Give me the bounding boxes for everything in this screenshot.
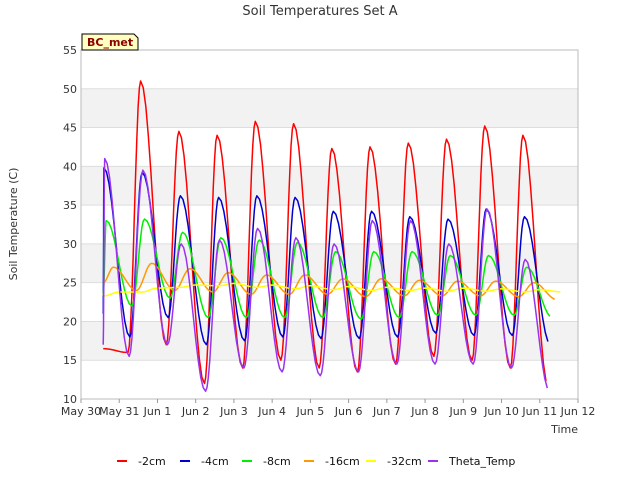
x-tick-label: Jun 5 — [296, 405, 325, 418]
y-tick-label: 35 — [63, 199, 77, 212]
y-tick-label: 10 — [63, 393, 77, 406]
x-tick-label: Jun 8 — [410, 405, 439, 418]
y-tick-label: 25 — [63, 277, 77, 290]
plot-background — [81, 50, 578, 399]
x-tick-label: Jun 7 — [372, 405, 401, 418]
plot-band — [81, 88, 578, 128]
x-tick-label: Jun 11 — [521, 405, 557, 418]
series-group — [102, 80, 561, 392]
x-tick-label: May 31 — [99, 405, 139, 418]
y-tick-label: 55 — [63, 44, 77, 57]
chart-title: Soil Temperatures Set A — [242, 4, 397, 19]
x-tick-label: Jun 3 — [219, 405, 248, 418]
legend-label: -4cm — [201, 455, 229, 468]
y-tick-label: 50 — [63, 83, 77, 96]
legend-label: -32cm — [387, 455, 422, 468]
series-line-theta-temp — [102, 157, 549, 392]
x-tick-label: Jun 12 — [560, 405, 596, 418]
legend-label: Theta_Temp — [448, 455, 515, 468]
x-axis-title: Time — [550, 423, 578, 436]
series-line--2cm — [103, 80, 547, 385]
y-tick-label: 15 — [63, 354, 77, 367]
y-axis-title: Soil Temperature (C) — [7, 168, 20, 281]
y-tick-label: 40 — [63, 160, 77, 173]
plot-frame — [80, 49, 579, 400]
legend-label: -8cm — [263, 455, 291, 468]
y-tick-label: 45 — [63, 122, 77, 135]
x-tick-label: Jun 1 — [143, 405, 172, 418]
plot-band — [81, 50, 578, 89]
series-line--8cm — [102, 218, 551, 320]
x-tick-label: Jun 9 — [448, 405, 477, 418]
x-tick-label: Jun 10 — [483, 405, 519, 418]
y-tick-label: 20 — [63, 315, 77, 328]
x-tick-label: Jun 2 — [181, 405, 210, 418]
station-badge-box — [81, 33, 139, 51]
plot-band — [81, 321, 578, 361]
x-tick-label: Jun 4 — [257, 405, 286, 418]
y-axis-ticks: 10 15 20 25 30 35 40 45 50 55 — [63, 44, 77, 406]
plot-band — [81, 360, 578, 399]
x-tick-label: May 30 — [61, 405, 101, 418]
series-line--4cm — [102, 167, 549, 346]
station-badge: BC_met — [81, 33, 139, 51]
legend-label: -16cm — [325, 455, 360, 468]
legend: -2cm -4cm -8cm -16cm -32cm Theta_Temp — [117, 455, 515, 468]
station-badge-label: BC_met — [87, 36, 133, 49]
legend-label: -2cm — [138, 455, 166, 468]
x-tick-label: Jun 6 — [334, 405, 363, 418]
plot-border — [80, 49, 579, 400]
y-tick-label: 30 — [63, 238, 77, 251]
